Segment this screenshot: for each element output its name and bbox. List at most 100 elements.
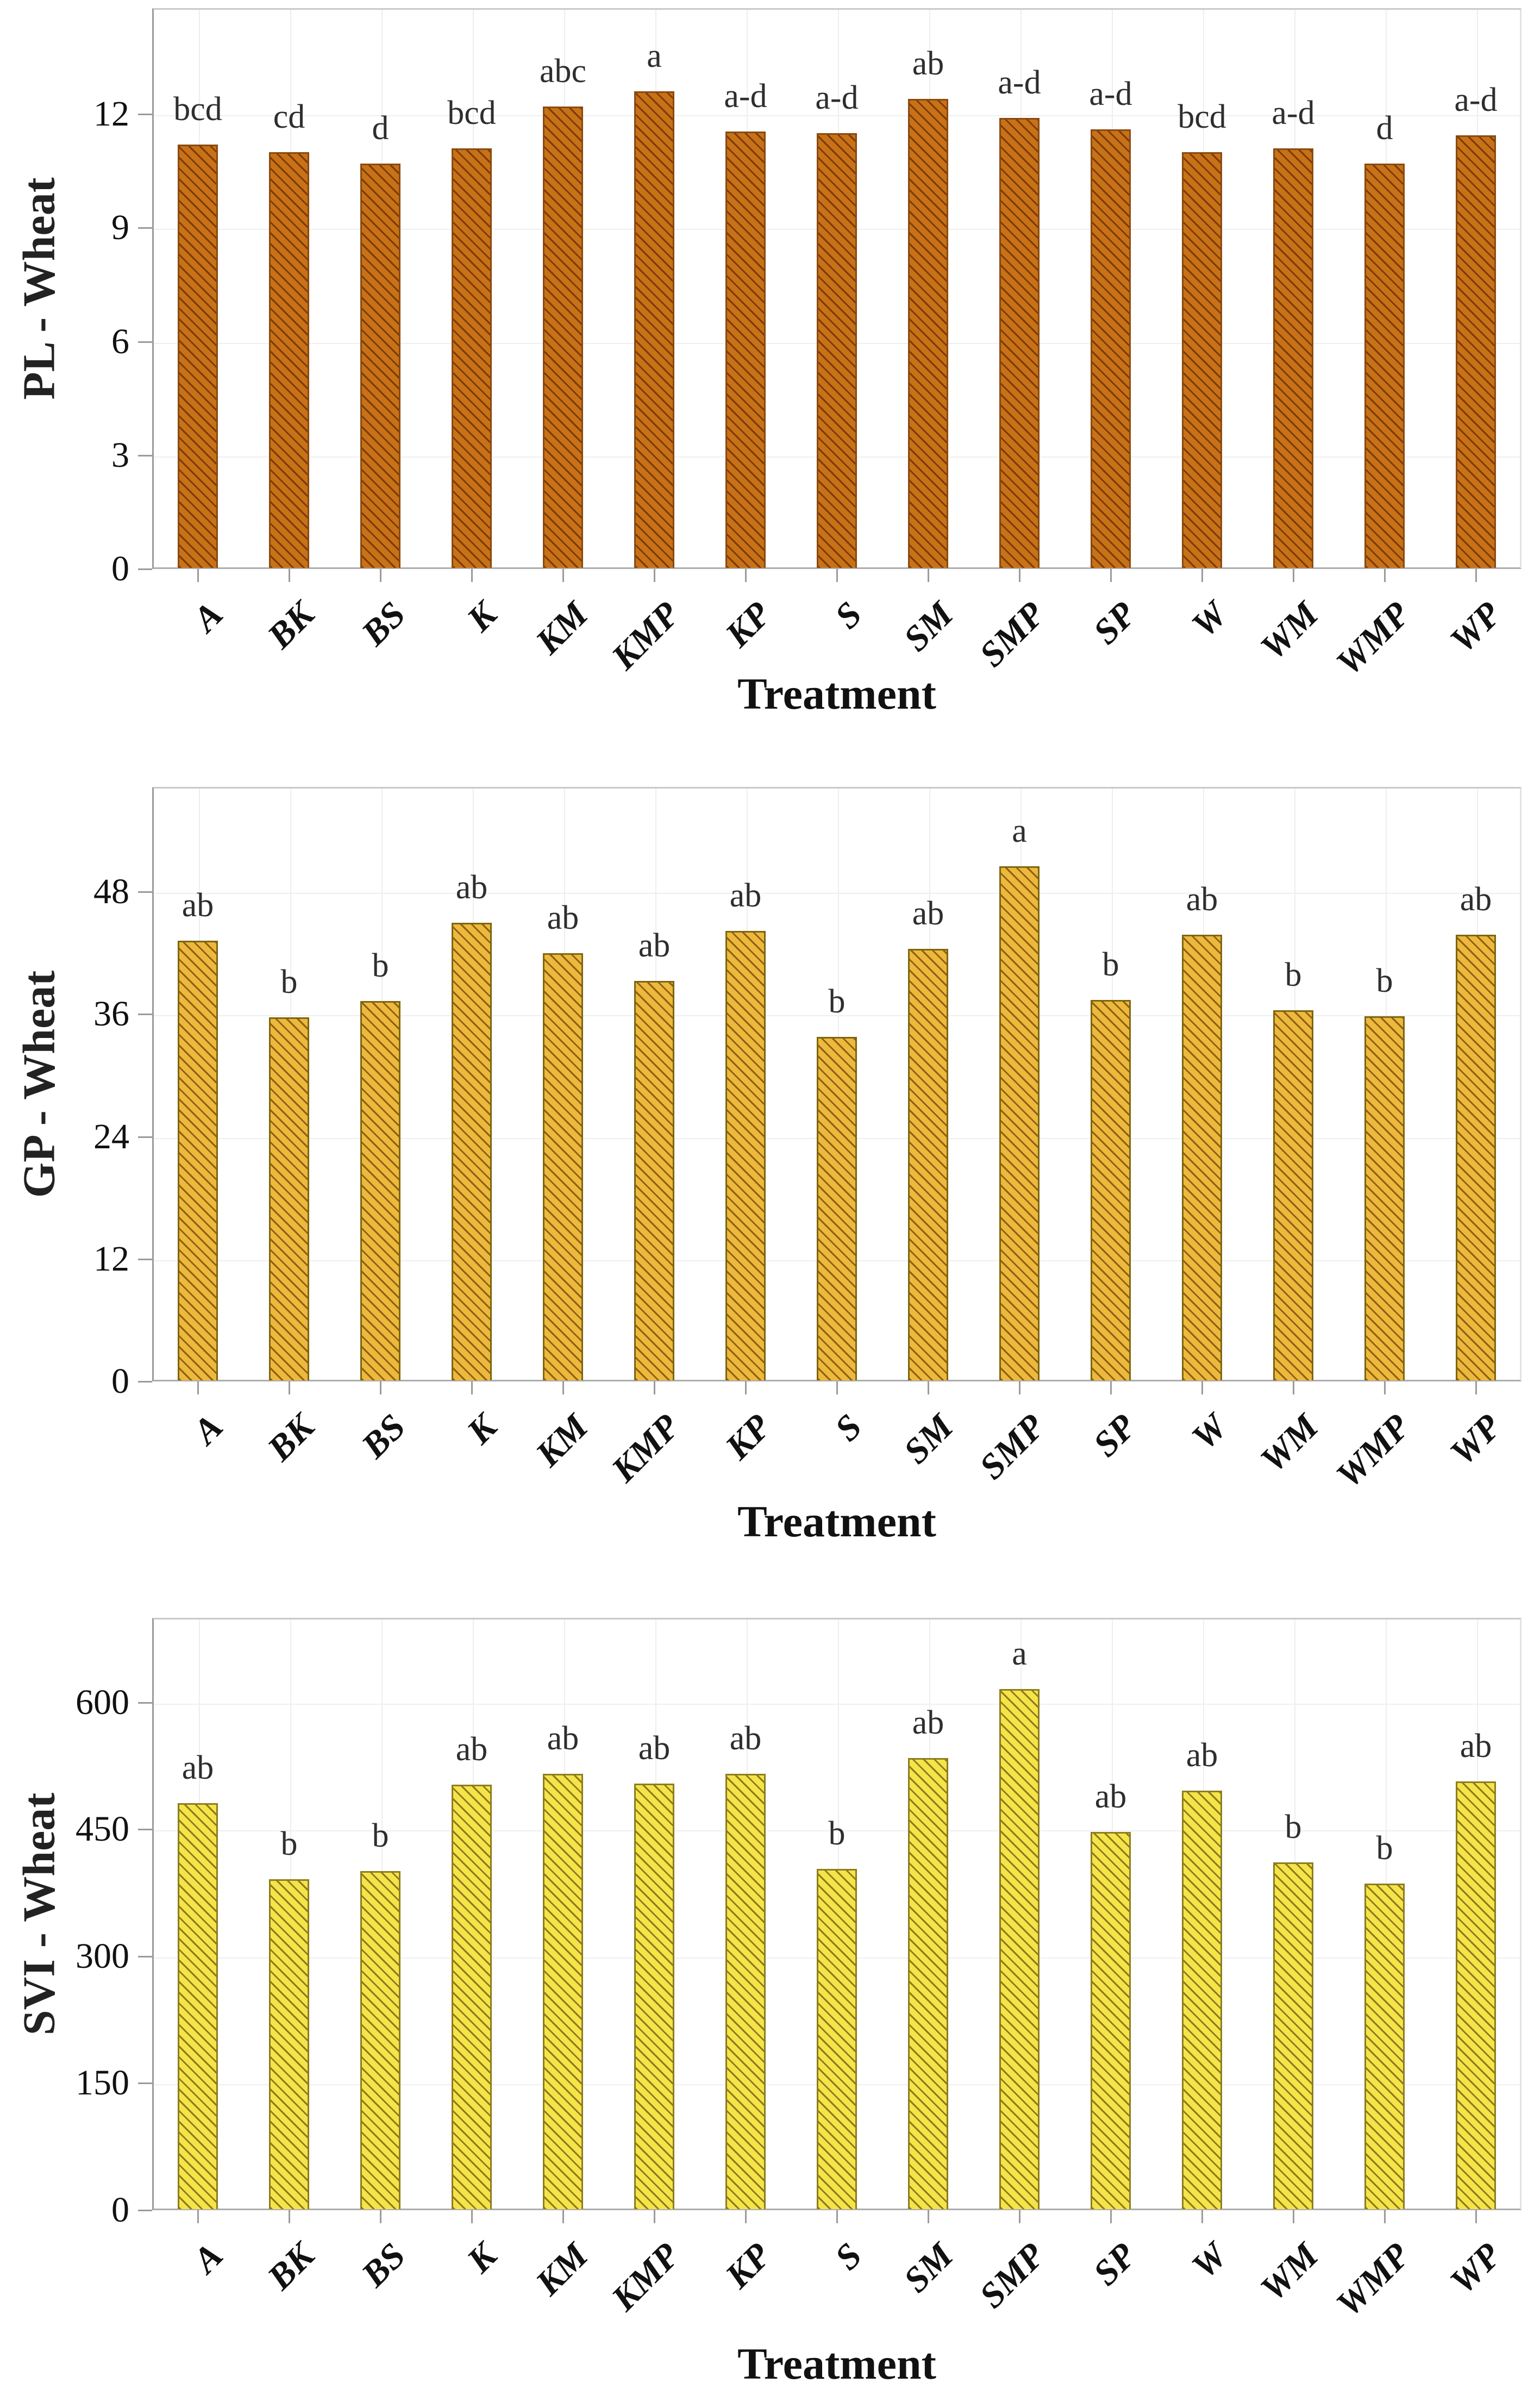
significance-letter: b (280, 1825, 298, 1863)
bar-km (543, 953, 583, 1380)
x-tick-label-s: S (827, 2235, 870, 2278)
x-tick-mark (1201, 569, 1203, 582)
x-tick-mark (197, 569, 199, 582)
x-tick-mark (1475, 2210, 1477, 2223)
y-tick-mark (138, 1258, 152, 1260)
y-tick-mark (138, 227, 152, 229)
x-tick-mark (1110, 1381, 1112, 1394)
significance-letter: b (1102, 946, 1119, 984)
y-tick-mark (138, 1955, 152, 1957)
y-tick-label: 450 (76, 1809, 129, 1849)
significance-letter: a-d (724, 77, 767, 115)
x-tick-label-smp: SMP (972, 2235, 1053, 2316)
bar-w (1182, 152, 1222, 568)
bar-kp (725, 131, 766, 568)
significance-letter: d (372, 109, 389, 147)
gridline-horizontal (154, 1703, 1520, 1705)
significance-letter: ab (1460, 881, 1492, 918)
bar-bk (269, 1017, 309, 1380)
x-tick-label-wp: WP (1442, 2235, 1509, 2302)
significance-letter: a (1012, 1635, 1027, 1672)
gridline-horizontal (154, 1015, 1520, 1017)
significance-letter: a (1012, 812, 1027, 850)
x-tick-mark (380, 569, 381, 582)
bar-wm (1273, 1010, 1313, 1380)
bar-sp (1091, 1831, 1131, 2209)
y-tick-mark (138, 1136, 152, 1138)
bar-s (817, 1869, 857, 2209)
x-axis-title-treatment: Treatment (737, 2339, 936, 2388)
significance-letter: ab (912, 895, 944, 933)
bar-wm (1273, 1862, 1313, 2209)
significance-letter: ab (1186, 1736, 1218, 1774)
y-tick-label: 6 (111, 321, 129, 361)
bar-kmp (634, 980, 674, 1380)
y-tick-mark (138, 891, 152, 893)
y-tick-label: 12 (93, 1239, 129, 1279)
y-tick-label: 9 (111, 208, 129, 248)
bar-sm (908, 1758, 948, 2209)
x-tick-mark (562, 1381, 564, 1394)
x-tick-mark (1110, 569, 1112, 582)
y-tick-mark (138, 1702, 152, 1704)
x-tick-mark (745, 569, 747, 582)
bar-smp (999, 866, 1040, 1380)
y-tick-mark (138, 568, 152, 570)
x-tick-label-wmp: WMP (1329, 2235, 1418, 2324)
significance-letter: b (1285, 1809, 1302, 1846)
x-tick-mark (745, 2210, 747, 2223)
x-axis-title-treatment: Treatment (737, 669, 936, 718)
significance-letter: a-d (815, 79, 859, 117)
bar-sp (1091, 1000, 1131, 1380)
bar-k (452, 148, 492, 568)
x-tick-mark (1293, 2210, 1294, 2223)
x-tick-mark (1475, 569, 1477, 582)
bar-smp (999, 1688, 1040, 2209)
x-tick-mark (836, 1381, 838, 1394)
bar-k (452, 922, 492, 1380)
gridline-horizontal (154, 1830, 1520, 1832)
significance-letter: b (1376, 1829, 1393, 1867)
x-tick-mark (1475, 1381, 1477, 1394)
bar-bk (269, 1879, 309, 2209)
x-tick-mark (1293, 569, 1294, 582)
y-tick-mark (138, 1381, 152, 1383)
x-tick-mark (654, 2210, 655, 2223)
significance-letter: ab (181, 1749, 214, 1786)
y-tick-label: 0 (111, 2190, 129, 2230)
x-tick-mark (562, 2210, 564, 2223)
x-tick-mark (928, 1381, 929, 1394)
x-tick-mark (836, 569, 838, 582)
bar-kp (725, 1773, 766, 2209)
x-tick-mark (289, 2210, 290, 2223)
y-tick-mark (138, 114, 152, 116)
x-tick-mark (1384, 569, 1386, 582)
bar-wmp (1364, 1883, 1405, 2209)
y-tick-label: 300 (76, 1936, 129, 1976)
x-tick-label-kmp: KMP (604, 2235, 687, 2319)
x-tick-label-wm: WM (1253, 2235, 1326, 2309)
bar-bs (360, 1871, 400, 2209)
significance-letter: bcd (173, 91, 222, 128)
bar-kmp (634, 1784, 674, 2209)
bar-wp (1456, 1781, 1496, 2209)
y-tick-mark (138, 2082, 152, 2085)
significance-letter: ab (455, 868, 488, 906)
y-tick-label: 3 (111, 435, 129, 475)
x-tick-mark (1201, 2210, 1203, 2223)
significance-letter: ab (1094, 1778, 1127, 1815)
significance-letter: d (1376, 109, 1393, 147)
significance-letter: a-d (1454, 81, 1498, 118)
x-tick-label-sp: SP (1086, 2235, 1144, 2293)
x-tick-mark (1019, 1381, 1020, 1394)
x-tick-mark (380, 2210, 381, 2223)
y-tick-label: 48 (93, 872, 129, 912)
significance-letter: cd (273, 98, 305, 135)
bar-a (178, 1803, 218, 2209)
significance-letter: ab (638, 1730, 671, 1767)
x-tick-mark (1019, 2210, 1020, 2223)
bar-a (178, 145, 218, 568)
significance-letter: ab (729, 1719, 762, 1757)
bar-s (817, 133, 857, 568)
